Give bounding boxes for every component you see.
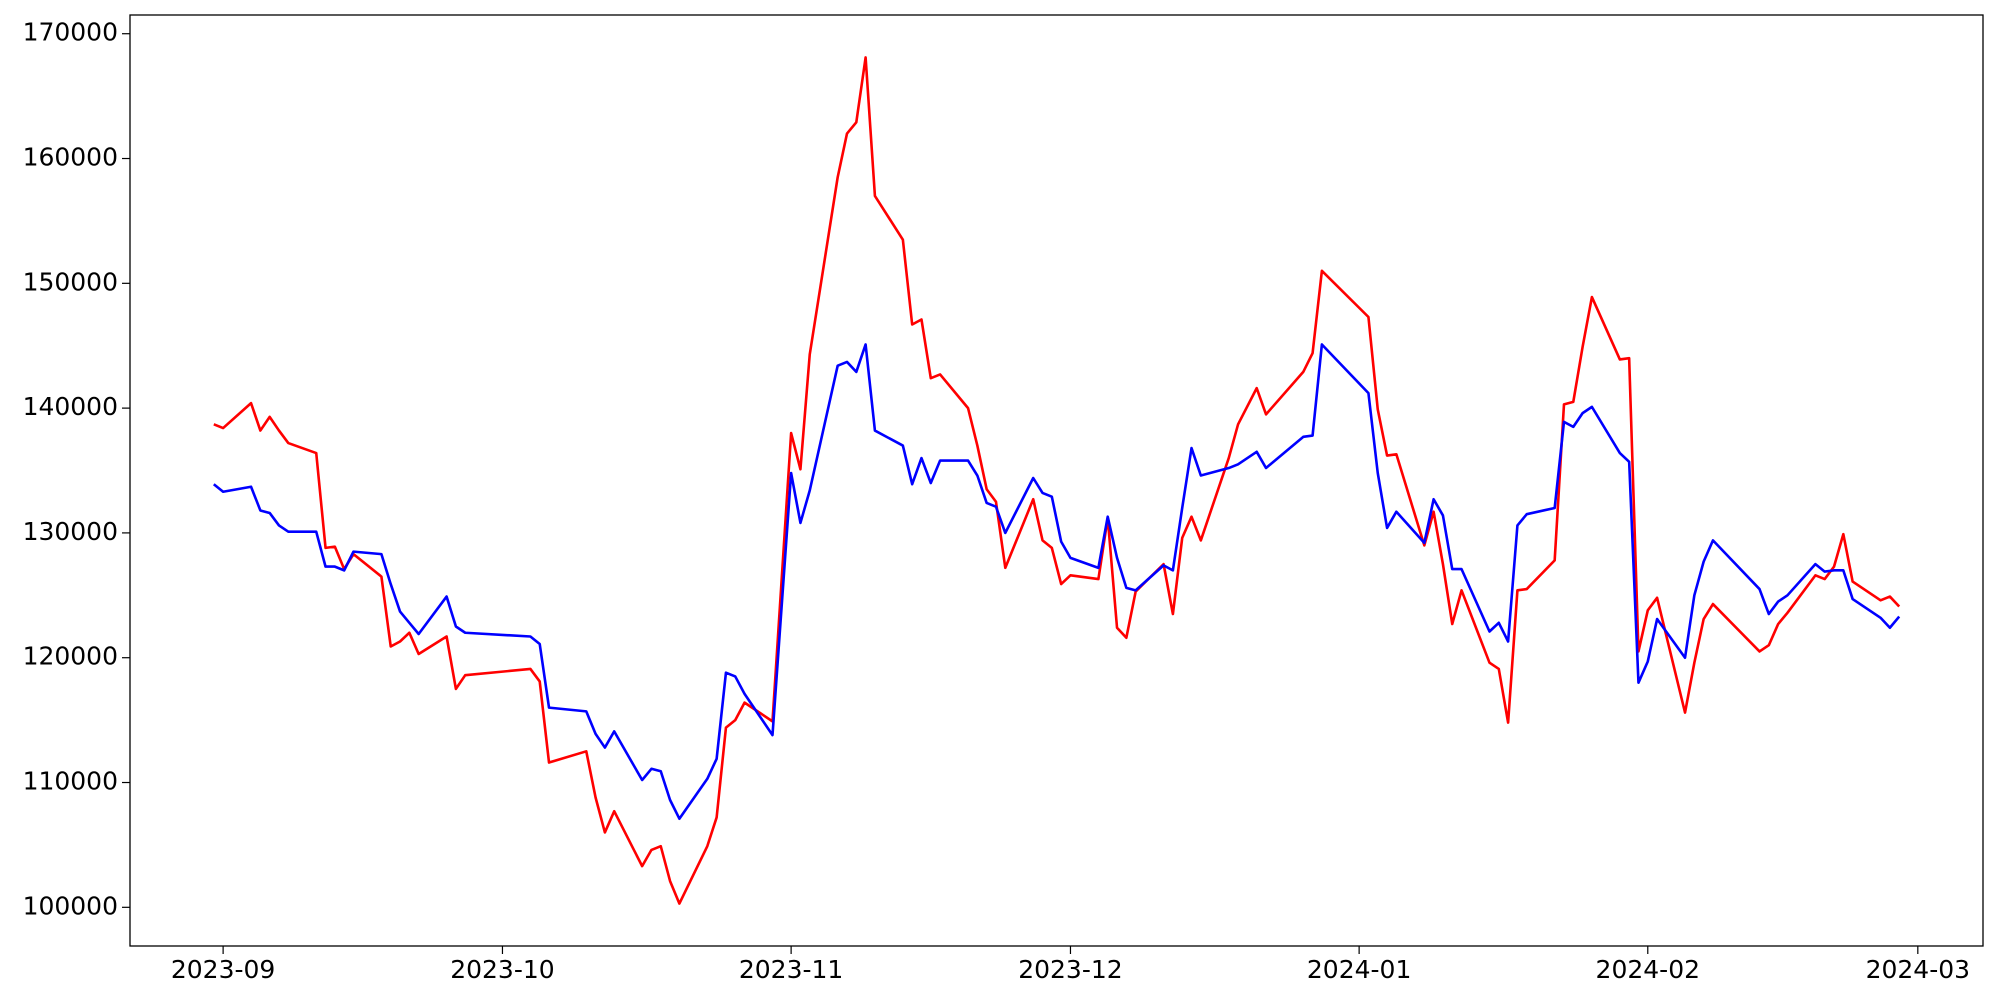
y-tick-label: 100000 [23,891,118,920]
y-tick-label: 130000 [23,517,118,546]
x-tick-label: 2023-12 [1018,955,1122,984]
x-tick-label: 2024-03 [1866,955,1970,984]
y-tick-label: 150000 [23,267,118,296]
x-tick-label: 2024-01 [1307,955,1411,984]
y-tick-label: 110000 [23,767,118,796]
x-tick-label: 2023-09 [171,955,275,984]
plot-frame [129,14,1984,947]
series-line [212,343,1901,821]
x-tick-label: 2023-10 [450,955,554,984]
x-tick-label: 2024-02 [1596,955,1700,984]
y-tick-label: 160000 [23,143,118,172]
y-tick-label: 120000 [23,642,118,671]
y-tick-label: 140000 [23,392,118,421]
series-line [213,56,1901,905]
y-tick-label: 170000 [23,18,118,47]
x-tick-label: 2023-11 [739,955,843,984]
